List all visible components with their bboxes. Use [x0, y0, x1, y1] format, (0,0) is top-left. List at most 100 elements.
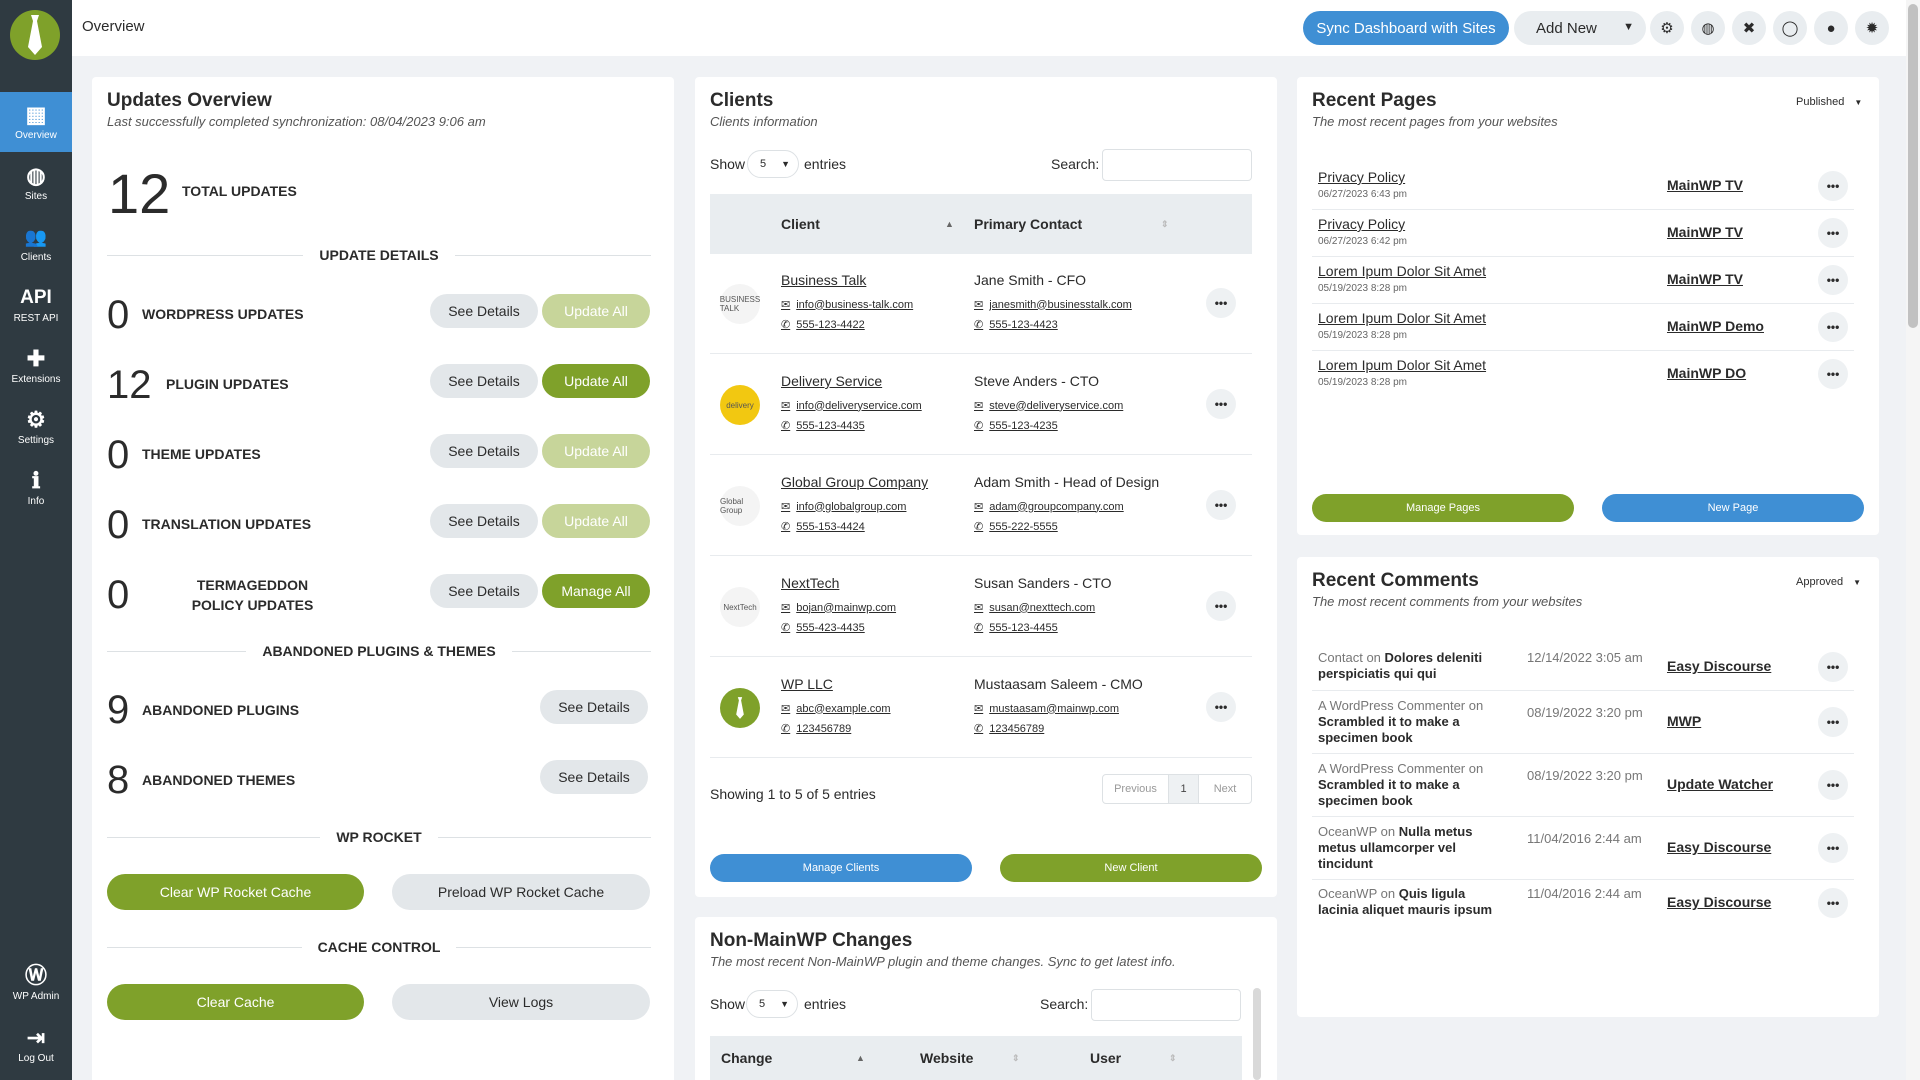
sidebar-item-settings[interactable]: ⚙ Settings — [17, 406, 55, 446]
pages-status-filter[interactable]: Published ▼ — [1796, 96, 1863, 108]
more-actions-icon[interactable]: ••• — [1206, 591, 1236, 621]
chat-icon[interactable]: ◯ — [1773, 11, 1807, 45]
comments-status-filter[interactable]: Approved ▼ — [1796, 576, 1862, 588]
abandoned-themes-see-details-button[interactable]: See Details — [540, 760, 648, 794]
manage-pages-button[interactable]: Manage Pages — [1312, 494, 1574, 522]
comment-post-link[interactable]: Scrambled it to make a specimen book — [1318, 714, 1460, 745]
previous-page-button[interactable]: Previous — [1103, 775, 1169, 803]
contact-email[interactable]: ✉ janesmith@businesstalk.com — [974, 298, 1132, 312]
more-actions-icon[interactable]: ••• — [1818, 888, 1848, 918]
theme-see-details-button[interactable]: See Details — [430, 434, 538, 468]
next-page-button[interactable]: Next — [1213, 783, 1237, 795]
preload-wp-rocket-cache-button[interactable]: Preload WP Rocket Cache — [392, 874, 650, 910]
more-actions-icon[interactable]: ••• — [1818, 359, 1848, 389]
client-phone[interactable]: ✆ 123456789 — [781, 722, 852, 736]
clear-wp-rocket-cache-button[interactable]: Clear WP Rocket Cache — [107, 874, 364, 910]
comment-site-link[interactable]: Easy Discourse — [1667, 839, 1772, 855]
more-actions-icon[interactable]: ••• — [1818, 652, 1848, 682]
sidebar-item-overview[interactable]: ▦ Overview — [0, 92, 72, 152]
page-site-link[interactable]: MainWP TV — [1667, 177, 1743, 193]
abandoned-plugins-see-details-button[interactable]: See Details — [540, 690, 648, 724]
termageddon-see-details-button[interactable]: See Details — [430, 574, 538, 608]
theme-update-all-button[interactable]: Update All — [542, 434, 650, 468]
sidebar-item-logout[interactable]: ⇥ Log Out — [18, 1024, 54, 1064]
clients-search-input[interactable] — [1102, 149, 1252, 181]
changes-entries-select[interactable]: 5 ▼ — [746, 990, 798, 1018]
page-title-link[interactable]: Lorem Ipum Dolor Sit Amet — [1318, 263, 1487, 279]
more-actions-icon[interactable]: ••• — [1818, 218, 1848, 248]
client-email[interactable]: ✉ info@globalgroup.com — [781, 500, 907, 514]
client-name-link[interactable]: Global Group Company — [781, 474, 929, 490]
more-actions-icon[interactable]: ••• — [1818, 770, 1848, 800]
page-title-link[interactable]: Privacy Policy — [1318, 169, 1406, 185]
changes-search-input[interactable] — [1091, 989, 1241, 1021]
sync-dashboard-button[interactable]: Sync Dashboard with Sites — [1303, 11, 1509, 45]
contact-phone[interactable]: ✆ 123456789 — [974, 722, 1045, 736]
page-site-link[interactable]: MainWP DO — [1667, 365, 1747, 381]
more-actions-icon[interactable]: ••• — [1818, 707, 1848, 737]
more-actions-icon[interactable]: ••• — [1818, 833, 1848, 863]
user-icon[interactable]: ● — [1814, 11, 1848, 45]
contact-phone[interactable]: ✆ 555-123-4235 — [974, 419, 1058, 433]
comment-site-link[interactable]: MWP — [1667, 713, 1702, 729]
client-name-link[interactable]: WP LLC — [781, 676, 833, 692]
comment-post-link[interactable]: Dolores deleniti perspiciatis qui qui — [1318, 650, 1483, 681]
client-phone[interactable]: ✆ 555-423-4435 — [781, 621, 865, 635]
translation-update-all-button[interactable]: Update All — [542, 504, 650, 538]
page-site-link[interactable]: MainWP TV — [1667, 271, 1743, 287]
contact-phone[interactable]: ✆ 555-123-4423 — [974, 318, 1058, 332]
client-phone[interactable]: ✆ 555-123-4435 — [781, 419, 865, 433]
sidebar-item-sites[interactable]: ◍ Sites — [24, 162, 48, 202]
clients-entries-select[interactable]: 5 ▼ — [747, 150, 799, 178]
change-column-header[interactable]: Change — [721, 1050, 773, 1066]
contact-email[interactable]: ✉ steve@deliveryservice.com — [974, 399, 1124, 413]
page-scrollbar[interactable] — [1906, 0, 1920, 1080]
page-site-link[interactable]: MainWP TV — [1667, 224, 1743, 240]
client-email[interactable]: ✉ info@deliveryservice.com — [781, 399, 922, 413]
page-title-link[interactable]: Privacy Policy — [1318, 216, 1406, 232]
user-column-header[interactable]: User — [1090, 1050, 1122, 1066]
sidebar-item-info[interactable]: ℹ Info — [27, 467, 45, 507]
more-actions-icon[interactable]: ••• — [1206, 288, 1236, 318]
comment-site-link[interactable]: Update Watcher — [1667, 776, 1774, 792]
add-new-dropdown[interactable]: Add New ▼ — [1514, 11, 1646, 45]
client-email[interactable]: ✉ bojan@mainwp.com — [781, 601, 897, 615]
primary-contact-column-header[interactable]: Primary Contact — [974, 216, 1083, 232]
comment-post-link[interactable]: Quis ligula lacinia aliquet mauris ipsum — [1318, 886, 1493, 917]
comment-site-link[interactable]: Easy Discourse — [1667, 658, 1772, 674]
client-name-link[interactable]: Business Talk — [781, 272, 867, 288]
new-client-button[interactable]: New Client — [1000, 854, 1262, 882]
client-column-header[interactable]: Client — [781, 216, 820, 232]
settings-gear-icon[interactable]: ⚙ — [1650, 11, 1684, 45]
page-title-link[interactable]: Lorem Ipum Dolor Sit Amet — [1318, 357, 1487, 373]
client-email[interactable]: ✉ info@business-talk.com — [781, 298, 914, 312]
more-actions-icon[interactable]: ••• — [1818, 265, 1848, 295]
client-email[interactable]: ✉ abc@example.com — [781, 702, 891, 716]
sidebar-item-rest-api[interactable]: API REST API — [13, 286, 59, 324]
more-actions-icon[interactable]: ••• — [1818, 312, 1848, 342]
client-phone[interactable]: ✆ 555-123-4422 — [781, 318, 865, 332]
contact-email[interactable]: ✉ susan@nexttech.com — [974, 601, 1096, 615]
translation-see-details-button[interactable]: See Details — [430, 504, 538, 538]
close-circle-icon[interactable]: ✖ — [1732, 11, 1766, 45]
page-site-link[interactable]: MainWP Demo — [1667, 318, 1764, 334]
sidebar-item-clients[interactable]: 👥 Clients — [20, 226, 52, 263]
comment-post-link[interactable]: Scrambled it to make a specimen book — [1318, 777, 1460, 808]
new-page-button[interactable]: New Page — [1602, 494, 1864, 522]
contact-phone[interactable]: ✆ 555-123-4455 — [974, 621, 1058, 635]
termageddon-manage-all-button[interactable]: Manage All — [542, 574, 650, 608]
more-actions-icon[interactable]: ••• — [1206, 389, 1236, 419]
comment-site-link[interactable]: Easy Discourse — [1667, 894, 1772, 910]
scrollbar-thumb[interactable] — [1908, 4, 1918, 328]
view-logs-button[interactable]: View Logs — [392, 984, 650, 1020]
more-actions-icon[interactable]: ••• — [1818, 171, 1848, 201]
more-actions-icon[interactable]: ••• — [1206, 692, 1236, 722]
wordpress-see-details-button[interactable]: See Details — [430, 294, 538, 328]
page-title-link[interactable]: Lorem Ipum Dolor Sit Amet — [1318, 310, 1487, 326]
contact-phone[interactable]: ✆ 555-222-5555 — [974, 520, 1058, 534]
contact-email[interactable]: ✉ mustaasam@mainwp.com — [974, 702, 1119, 716]
mainwp-logo[interactable] — [10, 10, 60, 60]
sidebar-item-wp-admin[interactable]: Ⓦ WP Admin — [12, 962, 60, 1002]
client-name-link[interactable]: NextTech — [781, 575, 840, 591]
plugin-see-details-button[interactable]: See Details — [430, 364, 538, 398]
